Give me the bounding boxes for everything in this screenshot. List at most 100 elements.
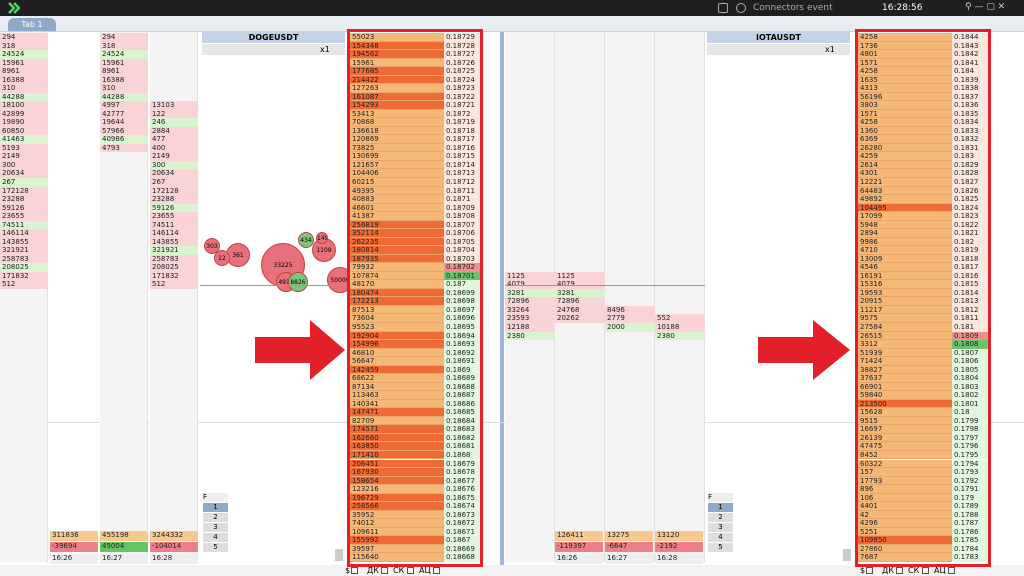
price[interactable]: 0.1828 bbox=[952, 169, 988, 178]
price[interactable]: 0.18711 bbox=[444, 186, 480, 196]
price[interactable]: 0.1792 bbox=[952, 476, 988, 486]
price[interactable]: 0.1827 bbox=[952, 178, 988, 187]
checkbox[interactable] bbox=[381, 567, 388, 574]
price[interactable]: 0.1818 bbox=[952, 254, 988, 264]
price[interactable]: 0.18708 bbox=[444, 212, 480, 221]
price[interactable]: 0.1797 bbox=[952, 433, 988, 443]
price[interactable]: 0.18724 bbox=[444, 75, 480, 85]
price[interactable]: 0.18721 bbox=[444, 101, 480, 110]
price[interactable]: 0.1869 bbox=[444, 365, 480, 375]
price[interactable]: 0.1804 bbox=[952, 374, 988, 383]
price[interactable]: 0.1814 bbox=[952, 288, 988, 298]
price[interactable]: 0.1813 bbox=[952, 297, 988, 306]
price[interactable]: 0.18705 bbox=[444, 237, 480, 247]
price[interactable]: 0.18 bbox=[952, 408, 988, 417]
price[interactable]: 0.1788 bbox=[952, 510, 988, 520]
zoom[interactable]: x1 bbox=[320, 45, 330, 54]
price[interactable]: 0.1808 bbox=[952, 340, 988, 349]
price[interactable]: 0.1822 bbox=[952, 220, 988, 230]
price[interactable]: 0.1791 bbox=[952, 485, 988, 494]
price[interactable]: 0.1799 bbox=[952, 416, 988, 426]
price[interactable]: 0.18684 bbox=[444, 416, 480, 426]
price[interactable]: 0.1817 bbox=[952, 263, 988, 272]
price[interactable]: 0.18702 bbox=[444, 263, 480, 272]
filter-item[interactable]: 1 bbox=[708, 503, 733, 512]
price[interactable]: 0.18681 bbox=[444, 442, 480, 451]
checkbox-label[interactable]: АЦ bbox=[934, 566, 946, 575]
price[interactable]: 0.18685 bbox=[444, 408, 480, 417]
price[interactable]: 0.18693 bbox=[444, 340, 480, 349]
price[interactable]: 0.18716 bbox=[444, 143, 480, 153]
checkbox-label[interactable]: СК bbox=[908, 566, 920, 575]
price[interactable]: 0.1806 bbox=[952, 357, 988, 366]
price[interactable]: 0.181 bbox=[952, 323, 988, 332]
price[interactable]: 0.1834 bbox=[952, 118, 988, 127]
icon[interactable] bbox=[718, 3, 728, 13]
price[interactable]: 0.1824 bbox=[952, 203, 988, 213]
checkbox-label[interactable]: ДК bbox=[367, 566, 379, 575]
price[interactable]: 0.18723 bbox=[444, 84, 480, 93]
price[interactable]: 0.18703 bbox=[444, 254, 480, 264]
price[interactable]: 0.18672 bbox=[444, 519, 480, 528]
price[interactable]: 0.1796 bbox=[952, 442, 988, 451]
price[interactable]: 0.1811 bbox=[952, 314, 988, 323]
tab[interactable]: Tab 1 bbox=[8, 18, 56, 31]
price[interactable]: 0.1839 bbox=[952, 75, 988, 85]
checkbox[interactable] bbox=[351, 567, 358, 574]
price[interactable]: 0.18683 bbox=[444, 425, 480, 434]
price[interactable]: 0.18713 bbox=[444, 169, 480, 178]
price[interactable]: 0.18697 bbox=[444, 305, 480, 315]
price[interactable]: 0.1835 bbox=[952, 109, 988, 119]
price[interactable]: 0.18704 bbox=[444, 246, 480, 255]
price[interactable]: 0.18695 bbox=[444, 323, 480, 332]
price[interactable]: 0.1832 bbox=[952, 135, 988, 144]
price[interactable]: 0.1833 bbox=[952, 126, 988, 136]
price[interactable]: 0.1821 bbox=[952, 229, 988, 238]
filter-item[interactable]: 4 bbox=[203, 533, 228, 542]
price[interactable]: 0.18674 bbox=[444, 502, 480, 511]
price[interactable]: 0.18676 bbox=[444, 485, 480, 494]
price[interactable]: 0.1871 bbox=[444, 195, 480, 204]
price[interactable]: 0.18706 bbox=[444, 229, 480, 238]
price[interactable]: 0.1802 bbox=[952, 391, 988, 400]
price[interactable]: 0.18694 bbox=[444, 331, 480, 341]
price[interactable]: 0.1831 bbox=[952, 143, 988, 153]
filter-item[interactable]: 3 bbox=[708, 523, 733, 532]
price[interactable]: 0.179 bbox=[952, 493, 988, 503]
filter-item[interactable]: 5 bbox=[203, 543, 228, 552]
checkbox[interactable] bbox=[433, 567, 440, 574]
price[interactable]: 0.18699 bbox=[444, 288, 480, 298]
checkbox-label[interactable]: ДК bbox=[882, 566, 894, 575]
price[interactable]: 0.18686 bbox=[444, 399, 480, 409]
price[interactable]: 0.183 bbox=[952, 152, 988, 161]
price[interactable]: 0.18682 bbox=[444, 433, 480, 443]
price[interactable]: 0.1807 bbox=[952, 348, 988, 358]
price[interactable]: 0.1809 bbox=[952, 331, 988, 341]
checkbox-label[interactable]: $ bbox=[860, 566, 866, 575]
bell[interactable] bbox=[736, 3, 746, 13]
price[interactable]: 0.1868 bbox=[444, 450, 480, 460]
price[interactable]: 0.1842 bbox=[952, 50, 988, 59]
price[interactable]: 0.18714 bbox=[444, 160, 480, 170]
price[interactable]: 0.18692 bbox=[444, 348, 480, 358]
price[interactable]: 0.1815 bbox=[952, 280, 988, 289]
price[interactable]: 0.1784 bbox=[952, 544, 988, 554]
checkbox-label[interactable]: СК bbox=[393, 566, 405, 575]
price[interactable]: 0.18712 bbox=[444, 178, 480, 187]
price[interactable]: 0.18687 bbox=[444, 391, 480, 400]
checkbox-label[interactable]: АЦ bbox=[419, 566, 431, 575]
checkbox[interactable] bbox=[866, 567, 873, 574]
checkbox[interactable] bbox=[948, 567, 955, 574]
price[interactable]: 0.1805 bbox=[952, 365, 988, 375]
filter-item[interactable]: 2 bbox=[708, 513, 733, 522]
filter-item[interactable]: 1 bbox=[203, 503, 228, 512]
price[interactable]: 0.18729 bbox=[444, 33, 480, 42]
price[interactable]: 0.18728 bbox=[444, 41, 480, 51]
price[interactable]: 0.184 bbox=[952, 67, 988, 76]
price[interactable]: 0.18722 bbox=[444, 92, 480, 102]
price[interactable]: 0.18715 bbox=[444, 152, 480, 161]
window-controls[interactable]: ⚲ — ▢ ✕ bbox=[965, 2, 1006, 12]
price[interactable]: 0.1829 bbox=[952, 160, 988, 170]
checkbox-label[interactable]: $ bbox=[345, 566, 351, 575]
price[interactable]: 0.18707 bbox=[444, 220, 480, 230]
